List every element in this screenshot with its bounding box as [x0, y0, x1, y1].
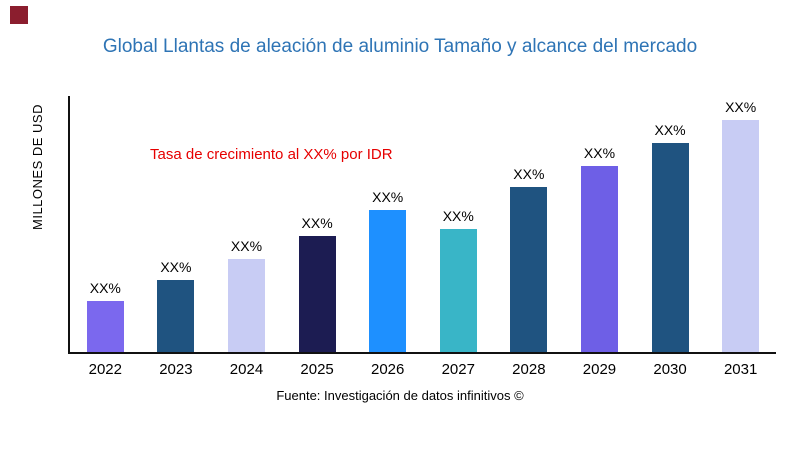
- x-tick-label: 2027: [441, 361, 475, 378]
- bar-value-label: XX%: [654, 122, 686, 138]
- bar-value-label: XX%: [301, 215, 333, 231]
- bar: [369, 210, 407, 352]
- bar-value-label: XX%: [513, 166, 545, 182]
- bar-group: XX% 2023: [141, 96, 212, 378]
- source-caption: Fuente: Investigación de datos infinitiv…: [276, 388, 524, 403]
- bar-group: XX% 2030: [635, 96, 706, 378]
- bar: [439, 229, 477, 352]
- x-tick-label: 2024: [229, 361, 264, 378]
- x-tick-label: 2023: [159, 361, 193, 378]
- x-tick-label: 2022: [88, 361, 122, 378]
- x-tick-label: 2030: [653, 361, 687, 378]
- bar-group: XX% 2026: [352, 96, 423, 378]
- bar: [227, 259, 265, 352]
- bar-value-label: XX%: [230, 238, 263, 254]
- bar: [86, 301, 124, 352]
- bar-group: XX% 2025: [282, 96, 353, 378]
- bar-value-label: XX%: [583, 145, 616, 161]
- x-tick-label: 2025: [300, 361, 334, 378]
- chart-title: Global Llantas de aleación de aluminio T…: [102, 36, 698, 57]
- bar-group: XX% 2024: [211, 96, 282, 378]
- bar-value-label: XX%: [725, 99, 757, 115]
- bar-group: XX% 2027: [423, 96, 494, 378]
- x-tick-label: 2028: [512, 361, 546, 378]
- bar: [510, 187, 548, 352]
- bar: [157, 280, 195, 352]
- growth-rate-annotation: Tasa de crecimiento al XX% por IDR: [150, 146, 393, 163]
- bar: [298, 236, 336, 352]
- brand-square: [10, 6, 28, 24]
- bar-group: XX% 2022: [70, 96, 141, 378]
- bar: [722, 120, 760, 352]
- bar-group: XX% 2029: [564, 96, 635, 378]
- bar-group: XX% 2028: [494, 96, 565, 378]
- bar-value-label: XX%: [160, 259, 192, 275]
- bar-group: XX% 2031: [705, 96, 776, 378]
- plot-area: XX% 2022 XX% 2023 XX% 2024 XX% 2025 XX% 2026 XX% 20…: [68, 96, 776, 378]
- x-tick-label: 2031: [723, 361, 758, 378]
- bar-value-label: XX%: [442, 208, 474, 224]
- x-tick-label: 2029: [582, 361, 617, 378]
- bar-value-label: XX%: [372, 189, 404, 205]
- bar: [580, 166, 618, 352]
- x-tick-label: 2026: [370, 361, 405, 378]
- y-axis-label: MILLONES DE USD: [30, 104, 45, 230]
- bar: [651, 143, 689, 352]
- bar-value-label: XX%: [89, 280, 121, 296]
